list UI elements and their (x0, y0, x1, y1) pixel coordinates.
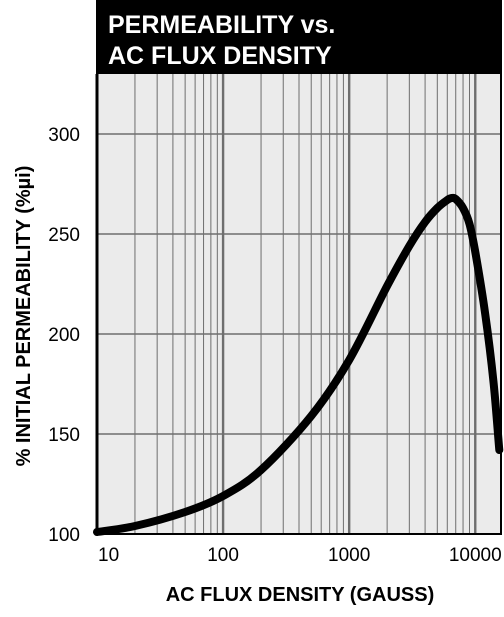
y-tick-label: 100 (48, 525, 80, 546)
y-tick-label: 200 (48, 325, 80, 346)
y-tick-label: 150 (48, 425, 80, 446)
chart-title-line-1: PERMEABILITY vs. (108, 11, 335, 39)
x-tick-label: 100 (207, 545, 239, 566)
x-tick-label: 1000 (328, 545, 370, 566)
y-axis-title: % INITIAL PERMEABILITY (%µi) (13, 166, 35, 467)
grid (97, 74, 501, 534)
y-tick-label: 300 (48, 125, 80, 146)
series-line (93, 193, 504, 536)
chart-title-line-2: AC FLUX DENSITY (108, 42, 332, 70)
x-tick-label: 10000 (449, 545, 502, 566)
title-banner (96, 0, 502, 74)
y-tick-label: 250 (48, 225, 80, 246)
x-axis-title: AC FLUX DENSITY (GAUSS) (166, 584, 435, 606)
x-tick-label: 10 (98, 545, 119, 566)
tick-labels: 10 100 1000 10000 100 150 200 250 300 (48, 125, 501, 566)
